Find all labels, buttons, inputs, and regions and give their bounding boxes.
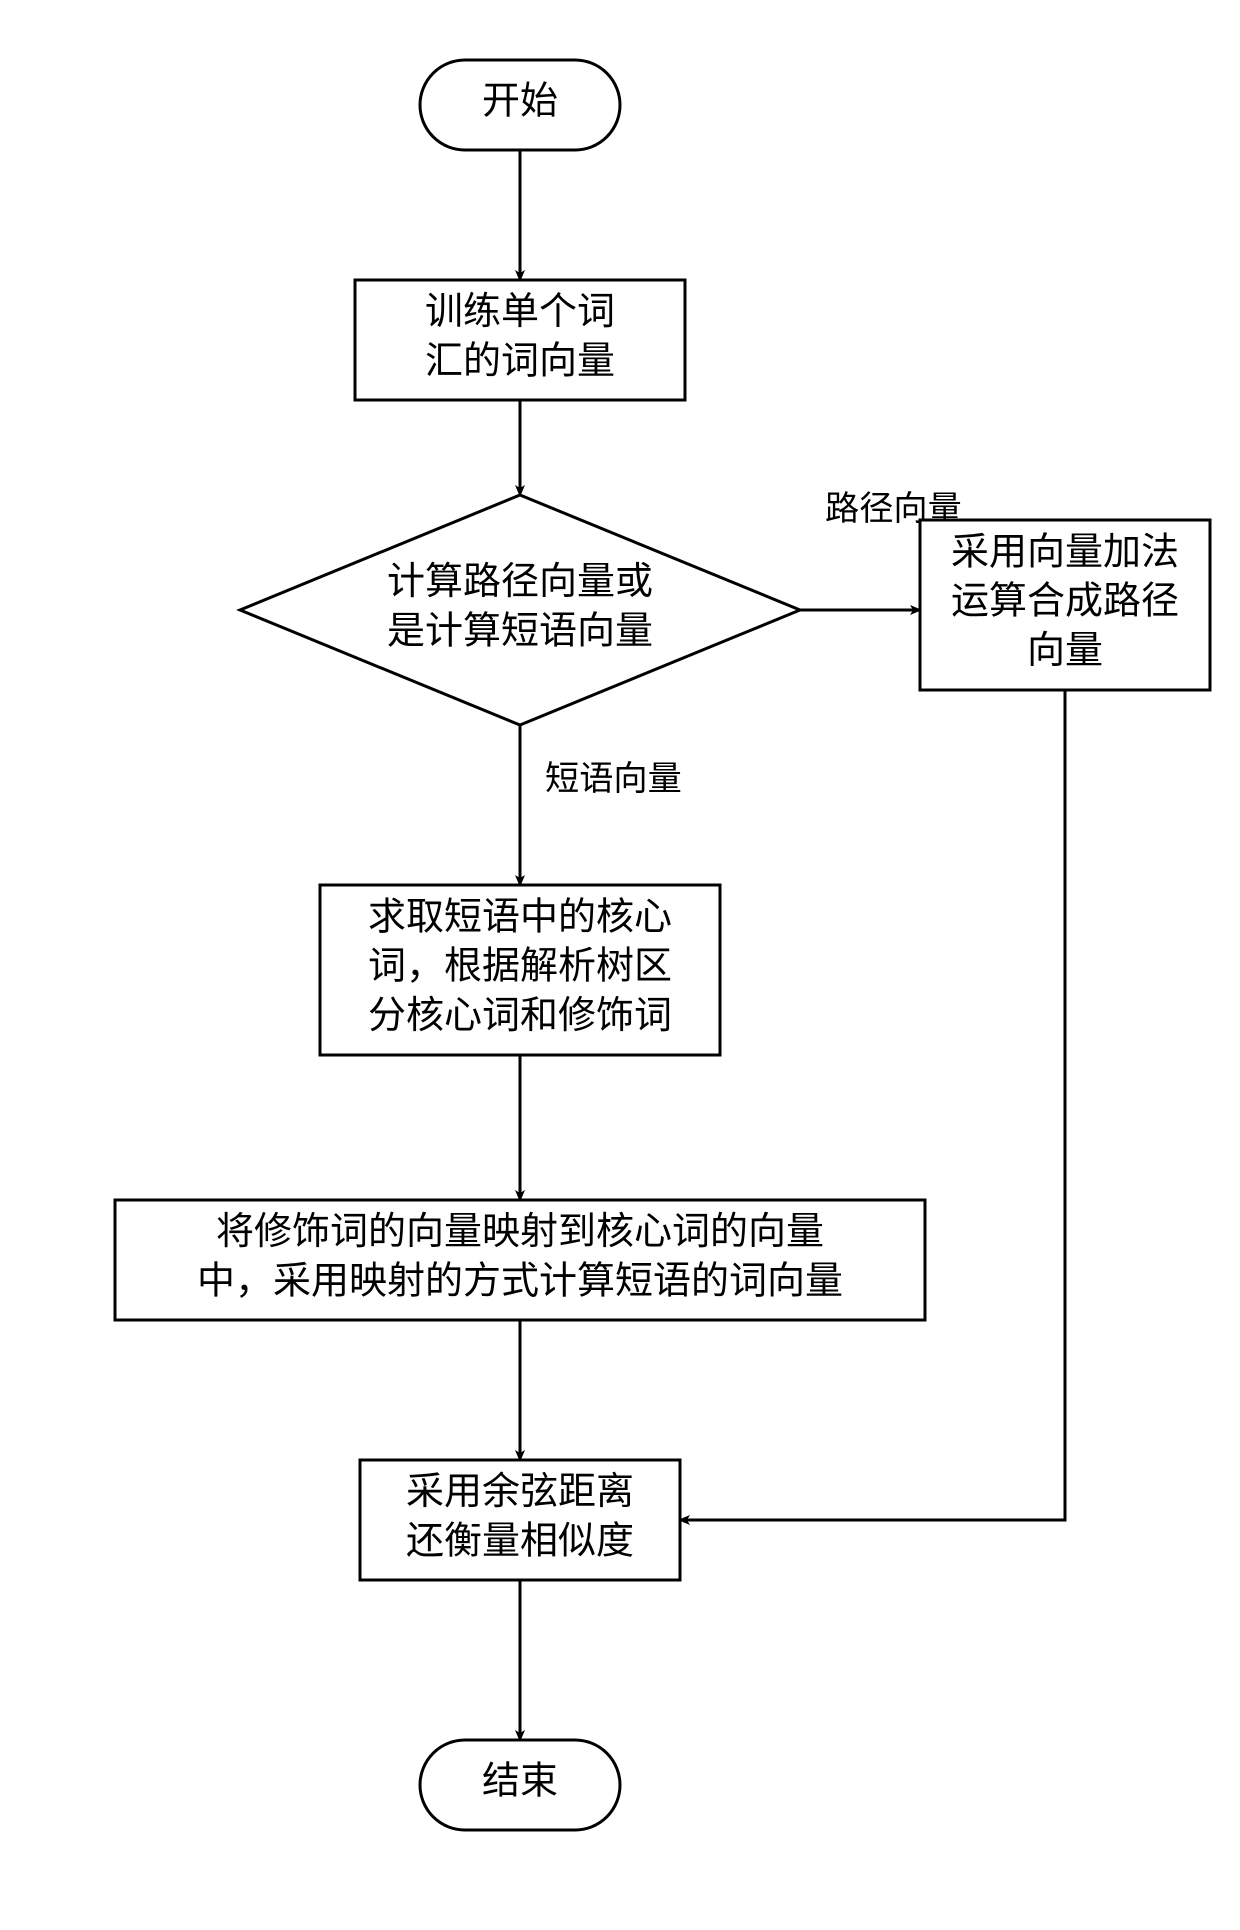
node-text: 运算合成路径 (951, 581, 1179, 623)
node-text: 是计算短语向量 (387, 610, 653, 652)
node-text: 还衡量相似度 (406, 1520, 634, 1562)
edge (680, 690, 1065, 1520)
node-text: 求取短语中的核心 (368, 896, 672, 938)
node-text: 训练单个词 (425, 291, 615, 333)
node-text: 开始 (482, 81, 558, 123)
node-text: 中，采用映射的方式计算短语的词向量 (197, 1260, 843, 1302)
node-text: 计算路径向量或 (387, 561, 653, 603)
node-text: 词，根据解析树区 (368, 946, 672, 988)
node-text: 向量 (1027, 630, 1103, 672)
node-text: 采用余弦距离 (406, 1471, 634, 1513)
node-text: 结束 (482, 1761, 558, 1803)
node-text: 采用向量加法 (951, 531, 1179, 573)
node-text: 汇的词向量 (425, 340, 615, 382)
node-text: 分核心词和修饰词 (368, 995, 672, 1037)
edge-label: 短语向量 (545, 760, 682, 798)
node-text: 将修饰词的向量映射到核心词的向量 (216, 1211, 824, 1253)
flowchart-diagram: 路径向量短语向量开始训练单个词汇的词向量计算路径向量或是计算短语向量采用向量加法… (0, 0, 1240, 1930)
